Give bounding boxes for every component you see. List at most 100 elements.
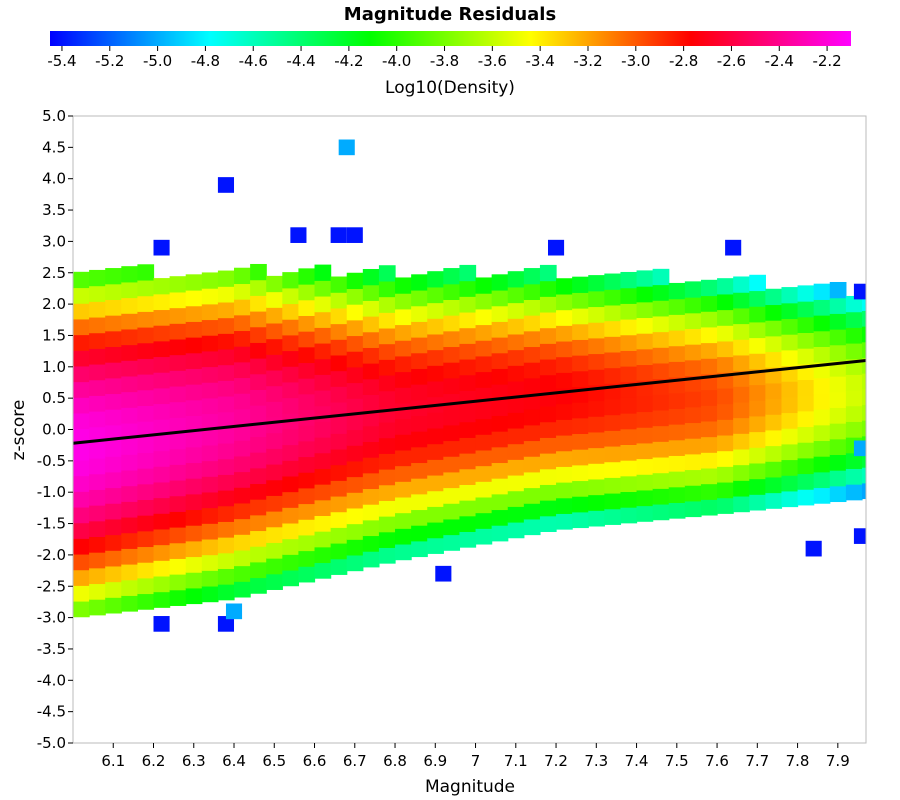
density-cell [507, 365, 525, 382]
density-cell [250, 342, 267, 359]
density-cell [378, 516, 396, 533]
density-cell [362, 316, 380, 333]
density-cell [89, 363, 106, 381]
density-cell [588, 322, 605, 339]
density-cell [861, 341, 866, 358]
outlier-cell [435, 565, 452, 582]
density-cell [620, 334, 638, 351]
x-tick-label: 7.3 [584, 752, 608, 770]
density-cell [169, 401, 187, 418]
density-cell [314, 264, 332, 281]
density-cell [137, 530, 155, 548]
density-cell [266, 432, 283, 449]
density-cell [620, 428, 638, 445]
density-cell [491, 462, 509, 479]
density-cell [169, 589, 187, 606]
density-cell [346, 445, 364, 462]
density-cell [652, 409, 670, 427]
density-cell [346, 335, 364, 352]
density-cell [217, 395, 235, 413]
density-cell [620, 303, 638, 320]
density-cell [749, 494, 766, 511]
density-cell [813, 346, 831, 363]
density-cell [330, 354, 348, 372]
density-cell [749, 415, 766, 433]
density-cell [121, 563, 139, 581]
density-cell [652, 394, 670, 411]
density-cell [845, 468, 863, 485]
density-cell [105, 471, 122, 489]
density-cell [250, 561, 267, 579]
density-cell [539, 374, 557, 391]
density-cell [781, 490, 799, 508]
density-cell [185, 525, 203, 542]
outlier-cell [290, 227, 307, 243]
colorbar-tick-label: -5.4 [47, 52, 76, 70]
density-cell [298, 346, 316, 364]
density-cell [443, 330, 461, 348]
density-cell [475, 481, 493, 498]
density-cell [362, 378, 380, 395]
density-cell [121, 548, 139, 565]
density-cell [185, 352, 203, 369]
density-cell [250, 263, 267, 281]
density-cell [427, 412, 444, 429]
density-cell [250, 514, 267, 532]
density-cell [185, 540, 203, 558]
density-cell [169, 574, 187, 591]
density-cell [185, 368, 203, 385]
density-cell [121, 422, 139, 440]
density-cell [89, 583, 106, 600]
density-cell [539, 296, 557, 313]
density-cell [217, 270, 235, 287]
density-cell [620, 460, 638, 477]
density-cell [314, 468, 332, 485]
density-cell [459, 358, 477, 376]
x-tick-label: 6.3 [182, 752, 206, 770]
density-cell [217, 584, 235, 601]
density-cell [797, 348, 815, 365]
density-cell [217, 490, 235, 507]
density-cell [314, 484, 332, 501]
density-cell [781, 396, 799, 414]
density-cell [169, 495, 187, 512]
density-cell [507, 474, 525, 492]
colorbar [50, 31, 851, 46]
density-cell [346, 366, 364, 384]
density-cell [765, 382, 783, 400]
density-cell [523, 456, 541, 473]
density-cell [266, 573, 283, 590]
density-cell [813, 330, 831, 347]
y-tick-label: -5.0 [37, 734, 66, 752]
x-tick-label: 7.1 [504, 752, 528, 770]
density-cell [73, 538, 90, 555]
density-cell [459, 453, 477, 470]
density-cell [282, 569, 300, 587]
density-cell [652, 284, 670, 301]
density-cell [733, 386, 750, 403]
density-cell [89, 442, 106, 459]
density-cell [169, 479, 187, 497]
density-cell [749, 478, 766, 495]
density-cell [395, 528, 412, 545]
density-cell [475, 371, 493, 388]
density-cell [282, 428, 300, 446]
density-cell [620, 413, 638, 430]
density-cell [556, 434, 573, 452]
density-cell [539, 453, 557, 470]
density-cell [153, 309, 171, 326]
density-cell [733, 480, 750, 497]
density-cell [282, 334, 300, 352]
density-cell [507, 333, 525, 351]
density-cell [314, 358, 332, 375]
density-cell [201, 507, 219, 524]
density-cell [572, 292, 589, 309]
density-cell [395, 371, 412, 388]
density-cell [507, 302, 525, 319]
density-cell [73, 271, 90, 289]
density-cell [185, 556, 203, 573]
density-cell [620, 507, 638, 524]
density-cell [169, 307, 187, 324]
density-cell [845, 405, 863, 422]
y-tick-label: -3.0 [37, 609, 66, 627]
